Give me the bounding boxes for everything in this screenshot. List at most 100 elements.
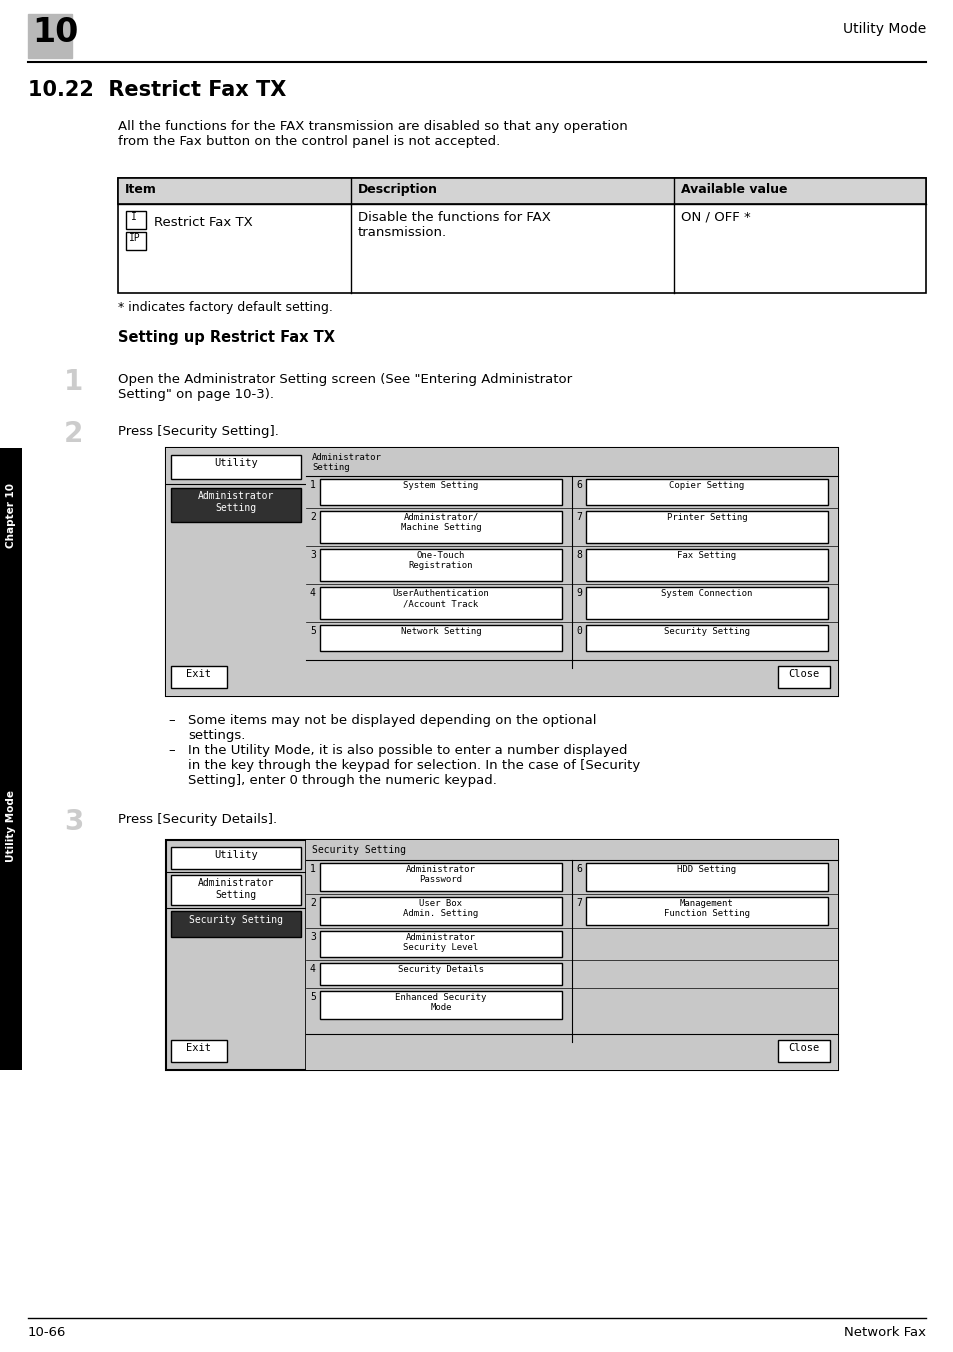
Text: Setting up Restrict Fax TX: Setting up Restrict Fax TX <box>118 330 335 345</box>
Bar <box>319 863 561 891</box>
Text: 4: 4 <box>310 964 315 973</box>
Text: Utility: Utility <box>213 850 257 860</box>
Bar <box>171 456 301 479</box>
Text: Item: Item <box>125 183 156 196</box>
Text: 3: 3 <box>64 808 83 836</box>
Bar <box>319 511 561 544</box>
Text: 2: 2 <box>310 898 315 909</box>
Text: Chapter 10: Chapter 10 <box>6 483 16 548</box>
Text: Open the Administrator Setting screen (See "Entering Administrator
Setting" on p: Open the Administrator Setting screen (S… <box>118 373 572 402</box>
Bar <box>319 991 561 1019</box>
Bar <box>118 178 925 204</box>
Text: Security Setting: Security Setting <box>189 915 283 925</box>
Text: Exit: Exit <box>186 669 212 679</box>
Text: Restrict Fax TX: Restrict Fax TX <box>153 216 253 228</box>
Bar <box>171 1040 227 1063</box>
Text: Administrator
Setting: Administrator Setting <box>197 877 274 899</box>
Text: System Connection: System Connection <box>660 589 752 598</box>
Text: Network Fax: Network Fax <box>843 1326 925 1338</box>
Text: Administrator
Password: Administrator Password <box>406 865 476 884</box>
Text: 2: 2 <box>310 512 315 522</box>
Bar <box>585 549 827 581</box>
Text: Security Setting: Security Setting <box>663 627 749 635</box>
Bar <box>0 448 22 581</box>
Bar <box>118 178 925 293</box>
Text: Utility: Utility <box>213 458 257 468</box>
Bar <box>166 840 837 1069</box>
Text: HDD Setting: HDD Setting <box>677 865 736 873</box>
Bar <box>171 875 301 904</box>
Text: 0: 0 <box>576 626 581 635</box>
Text: UserAuthentication
/Account Track: UserAuthentication /Account Track <box>393 589 489 608</box>
Bar <box>585 587 827 619</box>
Bar <box>585 863 827 891</box>
Text: 10.22  Restrict Fax TX: 10.22 Restrict Fax TX <box>28 80 286 100</box>
Text: Utility Mode: Utility Mode <box>841 22 925 37</box>
Text: Some items may not be displayed depending on the optional
settings.: Some items may not be displayed dependin… <box>188 714 596 742</box>
Text: IP: IP <box>129 233 141 243</box>
Text: In the Utility Mode, it is also possible to enter a number displayed
in the key : In the Utility Mode, it is also possible… <box>188 744 639 787</box>
Text: 1: 1 <box>310 864 315 873</box>
Text: –: – <box>168 714 174 727</box>
Bar <box>171 667 227 688</box>
Text: Printer Setting: Printer Setting <box>666 512 746 522</box>
Text: 3: 3 <box>310 932 315 942</box>
Text: I: I <box>131 212 136 222</box>
Text: User Box
Admin. Setting: User Box Admin. Setting <box>403 899 478 918</box>
Bar <box>778 667 829 688</box>
Text: Fax Setting: Fax Setting <box>677 552 736 560</box>
Text: 10: 10 <box>32 16 78 49</box>
Text: 7: 7 <box>576 512 581 522</box>
Bar <box>166 448 837 696</box>
Text: 1: 1 <box>310 480 315 489</box>
Bar <box>319 896 561 925</box>
Text: Close: Close <box>787 669 819 679</box>
Text: Description: Description <box>357 183 437 196</box>
Bar <box>171 911 301 937</box>
Bar <box>126 233 146 250</box>
Bar <box>585 625 827 652</box>
Bar <box>585 511 827 544</box>
Text: 5: 5 <box>310 626 315 635</box>
Text: Press [Security Details].: Press [Security Details]. <box>118 813 276 826</box>
Text: 6: 6 <box>576 864 581 873</box>
Bar <box>319 963 561 986</box>
Bar <box>126 211 146 228</box>
Text: Administrator
Setting: Administrator Setting <box>312 453 381 472</box>
Bar <box>306 840 837 1069</box>
Text: Security Details: Security Details <box>397 965 483 973</box>
Bar <box>585 896 827 925</box>
Text: Administrator/
Machine Setting: Administrator/ Machine Setting <box>400 512 481 533</box>
Text: ON / OFF *: ON / OFF * <box>680 211 750 224</box>
Text: Copier Setting: Copier Setting <box>669 481 744 489</box>
Text: Enhanced Security
Mode: Enhanced Security Mode <box>395 992 486 1013</box>
Text: Press [Security Setting].: Press [Security Setting]. <box>118 425 278 438</box>
Text: Available value: Available value <box>680 183 786 196</box>
Text: 2: 2 <box>64 420 83 448</box>
Text: 7: 7 <box>576 898 581 909</box>
Bar <box>319 479 561 506</box>
Text: Disable the functions for FAX
transmission.: Disable the functions for FAX transmissi… <box>357 211 550 239</box>
Text: Close: Close <box>787 1042 819 1053</box>
Text: 3: 3 <box>310 550 315 560</box>
Text: Administrator
Security Level: Administrator Security Level <box>403 933 478 952</box>
Text: Exit: Exit <box>186 1042 212 1053</box>
Text: System Setting: System Setting <box>403 481 478 489</box>
Text: 1: 1 <box>64 368 83 396</box>
Text: 9: 9 <box>576 588 581 598</box>
Text: Security Setting: Security Setting <box>312 845 406 854</box>
Text: All the functions for the FAX transmission are disabled so that any operation
fr: All the functions for the FAX transmissi… <box>118 120 627 147</box>
Text: 6: 6 <box>576 480 581 489</box>
Bar <box>171 488 301 522</box>
Bar <box>319 625 561 652</box>
Text: –: – <box>168 744 174 757</box>
Text: * indicates factory default setting.: * indicates factory default setting. <box>118 301 333 314</box>
Text: 10-66: 10-66 <box>28 1326 67 1338</box>
Bar <box>28 14 71 58</box>
Bar <box>319 549 561 581</box>
Text: Management
Function Setting: Management Function Setting <box>663 899 749 918</box>
Bar <box>585 479 827 506</box>
Bar <box>166 448 306 696</box>
Text: 4: 4 <box>310 588 315 598</box>
Bar <box>171 846 301 869</box>
